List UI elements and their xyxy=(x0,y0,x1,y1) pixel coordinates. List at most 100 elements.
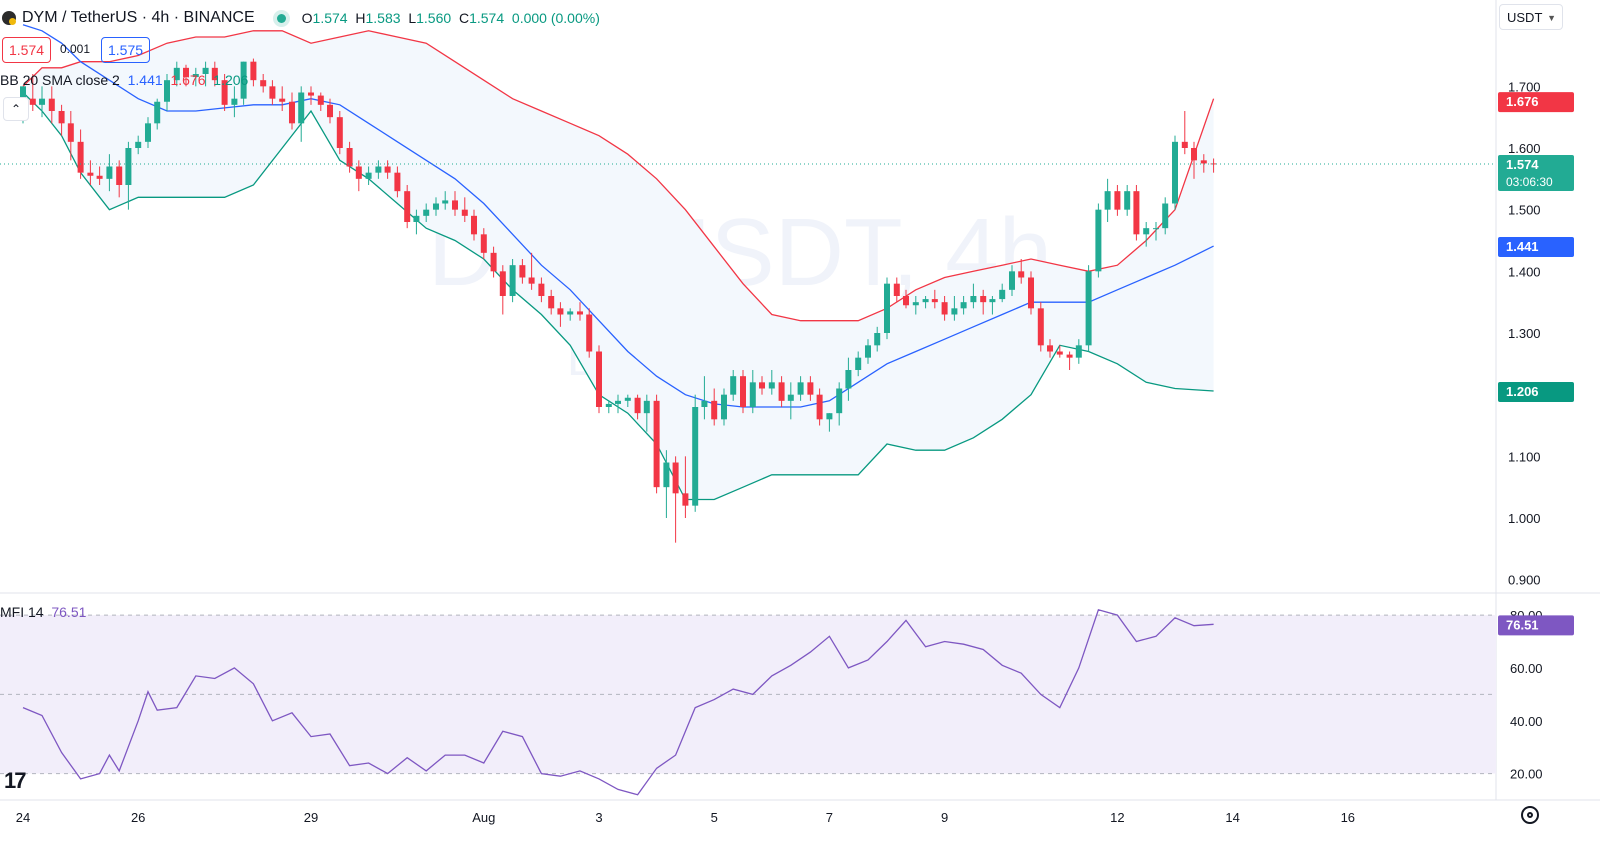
candle-body xyxy=(221,80,228,105)
candle-body xyxy=(67,123,74,142)
candle-body xyxy=(183,67,190,78)
candle xyxy=(634,394,641,420)
candle-body xyxy=(432,203,439,210)
candle xyxy=(720,388,727,426)
candle-body xyxy=(250,61,257,81)
candle-body xyxy=(778,382,785,401)
candle xyxy=(999,283,1006,303)
ohlc-values: O1.574 H1.583 L1.560 C1.574 0.000 (0.00%… xyxy=(301,10,600,26)
candle xyxy=(519,259,526,284)
mfi-legend[interactable]: MFI 14 76.51 xyxy=(0,604,86,620)
time-tick-label: 7 xyxy=(826,810,833,825)
candle xyxy=(1095,203,1102,278)
candle xyxy=(346,141,353,173)
currency-select[interactable]: USDT ▼ xyxy=(1499,4,1563,30)
candle xyxy=(336,111,343,155)
candle-body xyxy=(605,403,612,407)
candle-body xyxy=(740,376,746,407)
sell-price-box[interactable]: 1.574 xyxy=(2,37,52,63)
dym-coin-icon xyxy=(2,11,16,25)
collapse-legend-button[interactable]: ⌃ xyxy=(3,97,29,121)
candle-body xyxy=(596,351,602,407)
chart-header: DYM / TetherUS · 4h · BINANCE O1.574 H1.… xyxy=(0,6,600,30)
candle xyxy=(413,209,420,235)
candle xyxy=(269,80,276,105)
candle-body xyxy=(365,172,372,179)
candle-body xyxy=(269,86,276,99)
open-value: 1.574 xyxy=(312,10,348,26)
candle xyxy=(67,111,74,161)
candle xyxy=(951,296,958,321)
candle xyxy=(192,67,199,87)
candle-body xyxy=(941,302,948,315)
price-tick-label: 1.500 xyxy=(1508,203,1541,218)
candle xyxy=(1056,345,1063,358)
time-tick-label: 9 xyxy=(941,810,948,825)
candle xyxy=(355,160,362,192)
candle xyxy=(58,104,65,136)
bb-legend[interactable]: BB 20 SMA close 2 1.441 1.676 1.206 xyxy=(0,72,248,88)
candle-body xyxy=(653,400,660,488)
candle-body xyxy=(1114,191,1121,210)
candle xyxy=(164,74,170,111)
symbol-title[interactable]: DYM / TetherUS · 4h · BINANCE xyxy=(22,9,255,26)
candle xyxy=(87,160,94,185)
candle xyxy=(941,296,948,321)
candle xyxy=(1037,302,1044,352)
candle-body xyxy=(154,101,161,124)
candle-body xyxy=(192,74,199,78)
candle-body xyxy=(240,61,247,99)
candle xyxy=(826,413,833,432)
candle xyxy=(692,394,699,512)
candle-body xyxy=(845,370,852,389)
candle xyxy=(442,191,449,210)
candle xyxy=(317,92,324,111)
candle-body xyxy=(787,394,794,401)
candle xyxy=(250,58,257,87)
tradingview-logo[interactable]: 17 xyxy=(4,768,27,793)
candle xyxy=(231,86,238,118)
upper-band-tag: 1.676 xyxy=(1506,94,1539,109)
settings-icon[interactable] xyxy=(1521,806,1539,824)
candle-body xyxy=(864,345,871,358)
candle xyxy=(845,357,852,401)
candle-body xyxy=(461,209,468,216)
candle-body xyxy=(384,166,391,173)
candle-body xyxy=(1037,308,1044,346)
low-value: 1.560 xyxy=(416,10,452,26)
candle xyxy=(211,61,218,87)
candle xyxy=(116,160,123,198)
bb-basis-line xyxy=(22,24,1214,408)
candle-body xyxy=(615,400,622,404)
mfi-value-tag: 76.51 xyxy=(1506,617,1539,632)
last-price-tag: 1.574 xyxy=(1506,157,1539,172)
candle-body xyxy=(173,67,180,81)
candle-body xyxy=(1172,141,1178,204)
candle xyxy=(624,394,631,407)
candle xyxy=(740,370,746,414)
candle-body xyxy=(1066,354,1073,358)
candle xyxy=(615,394,622,414)
bb-label: BB 20 SMA close 2 xyxy=(0,72,120,88)
candle xyxy=(1200,154,1207,173)
candle-body xyxy=(624,397,631,401)
candle xyxy=(1191,141,1198,179)
candle xyxy=(960,296,967,315)
time-tick-label: 12 xyxy=(1110,810,1124,825)
mfi-tick-label: 20.00 xyxy=(1510,767,1543,782)
candle xyxy=(682,456,689,518)
candle-body xyxy=(960,302,967,309)
candle-body xyxy=(452,200,458,210)
candle-body xyxy=(1181,141,1188,148)
lower-band-tag: 1.206 xyxy=(1506,384,1539,399)
candle xyxy=(365,166,372,185)
mfi-value: 76.51 xyxy=(51,604,87,620)
candle-body xyxy=(855,357,862,370)
candle xyxy=(1066,351,1073,370)
candle xyxy=(221,74,228,111)
buy-price-box[interactable]: 1.575 xyxy=(101,37,151,63)
last-price-tag-bg xyxy=(1498,155,1574,192)
candle xyxy=(144,117,151,148)
